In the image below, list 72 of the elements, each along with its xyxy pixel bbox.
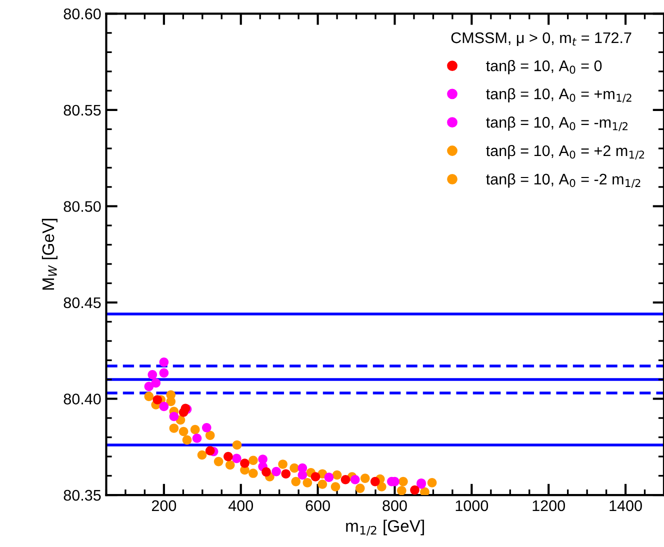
point (332, 470, 342, 480)
point (324, 472, 334, 482)
point (224, 452, 233, 462)
point (340, 474, 350, 484)
point (159, 368, 169, 378)
point (330, 482, 340, 492)
y-tick-label: 80.60 (64, 8, 101, 20)
x-tick-label: 1400 (610, 500, 642, 512)
point (370, 476, 380, 486)
point (192, 434, 202, 443)
point (144, 382, 154, 392)
point (420, 487, 430, 496)
point (205, 430, 215, 440)
y-tick-label: 80.55 (64, 104, 101, 116)
y-tick-label: 80.50 (64, 201, 101, 212)
point (355, 484, 365, 493)
point (166, 390, 176, 400)
point (272, 466, 281, 476)
x-tick-label: 400 (228, 500, 254, 512)
point (205, 446, 215, 456)
point (318, 480, 328, 489)
point (232, 454, 242, 464)
point (169, 424, 179, 433)
point (152, 395, 162, 404)
point (169, 412, 179, 422)
x-tick-label: 800 (382, 500, 407, 512)
point (427, 478, 437, 488)
point (159, 358, 169, 367)
point (178, 426, 188, 436)
point (159, 402, 169, 412)
point (225, 460, 235, 470)
y-tick-label: 80.40 (64, 394, 101, 404)
point (232, 440, 242, 450)
point (182, 435, 192, 445)
point (410, 485, 420, 495)
point (262, 467, 271, 477)
point (278, 460, 288, 469)
point (350, 474, 360, 484)
x-tick-label: 200 (152, 500, 176, 512)
point (290, 463, 299, 473)
y-tick-label: 80.45 (64, 297, 101, 308)
x-tick-label: 1000 (456, 500, 488, 512)
point (214, 456, 224, 466)
point (310, 472, 320, 482)
legend-label: tanβ = 10, A$_{0}$ = +2 m$_{1/2}$ (486, 144, 644, 160)
y-axis-title: M$_{W}$ [GeV] (42, 218, 58, 290)
point (248, 456, 258, 466)
x-axis-title: m$_{1/2}$ [GeV] (346, 520, 424, 536)
point (148, 370, 158, 380)
legend-label: tanβ = 10, A$_{0}$ = -m$_{1/2}$ (486, 116, 628, 132)
point (360, 474, 370, 483)
legend-label: tanβ = 10, A$_{0}$ = 0 (486, 60, 602, 74)
point (202, 422, 212, 432)
point (298, 470, 308, 480)
x-tick-label: 1200 (532, 500, 565, 512)
point (144, 392, 154, 402)
point (398, 476, 408, 486)
legend-label: tanβ = 10, A$_{0}$ = +m$_{1/2}$ (486, 88, 632, 103)
point (281, 469, 291, 479)
point (240, 458, 250, 468)
legend-label: tanβ = 10, A$_{0}$ = -2 m$_{1/2}$ (486, 173, 640, 188)
point (291, 476, 301, 486)
point (377, 482, 386, 492)
point (190, 424, 200, 434)
point (397, 486, 406, 496)
point (197, 450, 207, 460)
legend-title: CMSSM, μ > 0, m$_{t}$ = 172.7 (451, 32, 632, 46)
point (248, 468, 258, 478)
y-tick-label: 80.35 (64, 490, 101, 501)
x-tick-label: 600 (306, 500, 330, 512)
point (151, 378, 161, 388)
point (302, 478, 312, 488)
